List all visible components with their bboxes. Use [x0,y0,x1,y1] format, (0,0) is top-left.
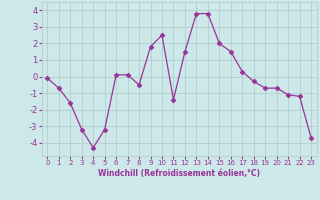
X-axis label: Windchill (Refroidissement éolien,°C): Windchill (Refroidissement éolien,°C) [98,169,260,178]
